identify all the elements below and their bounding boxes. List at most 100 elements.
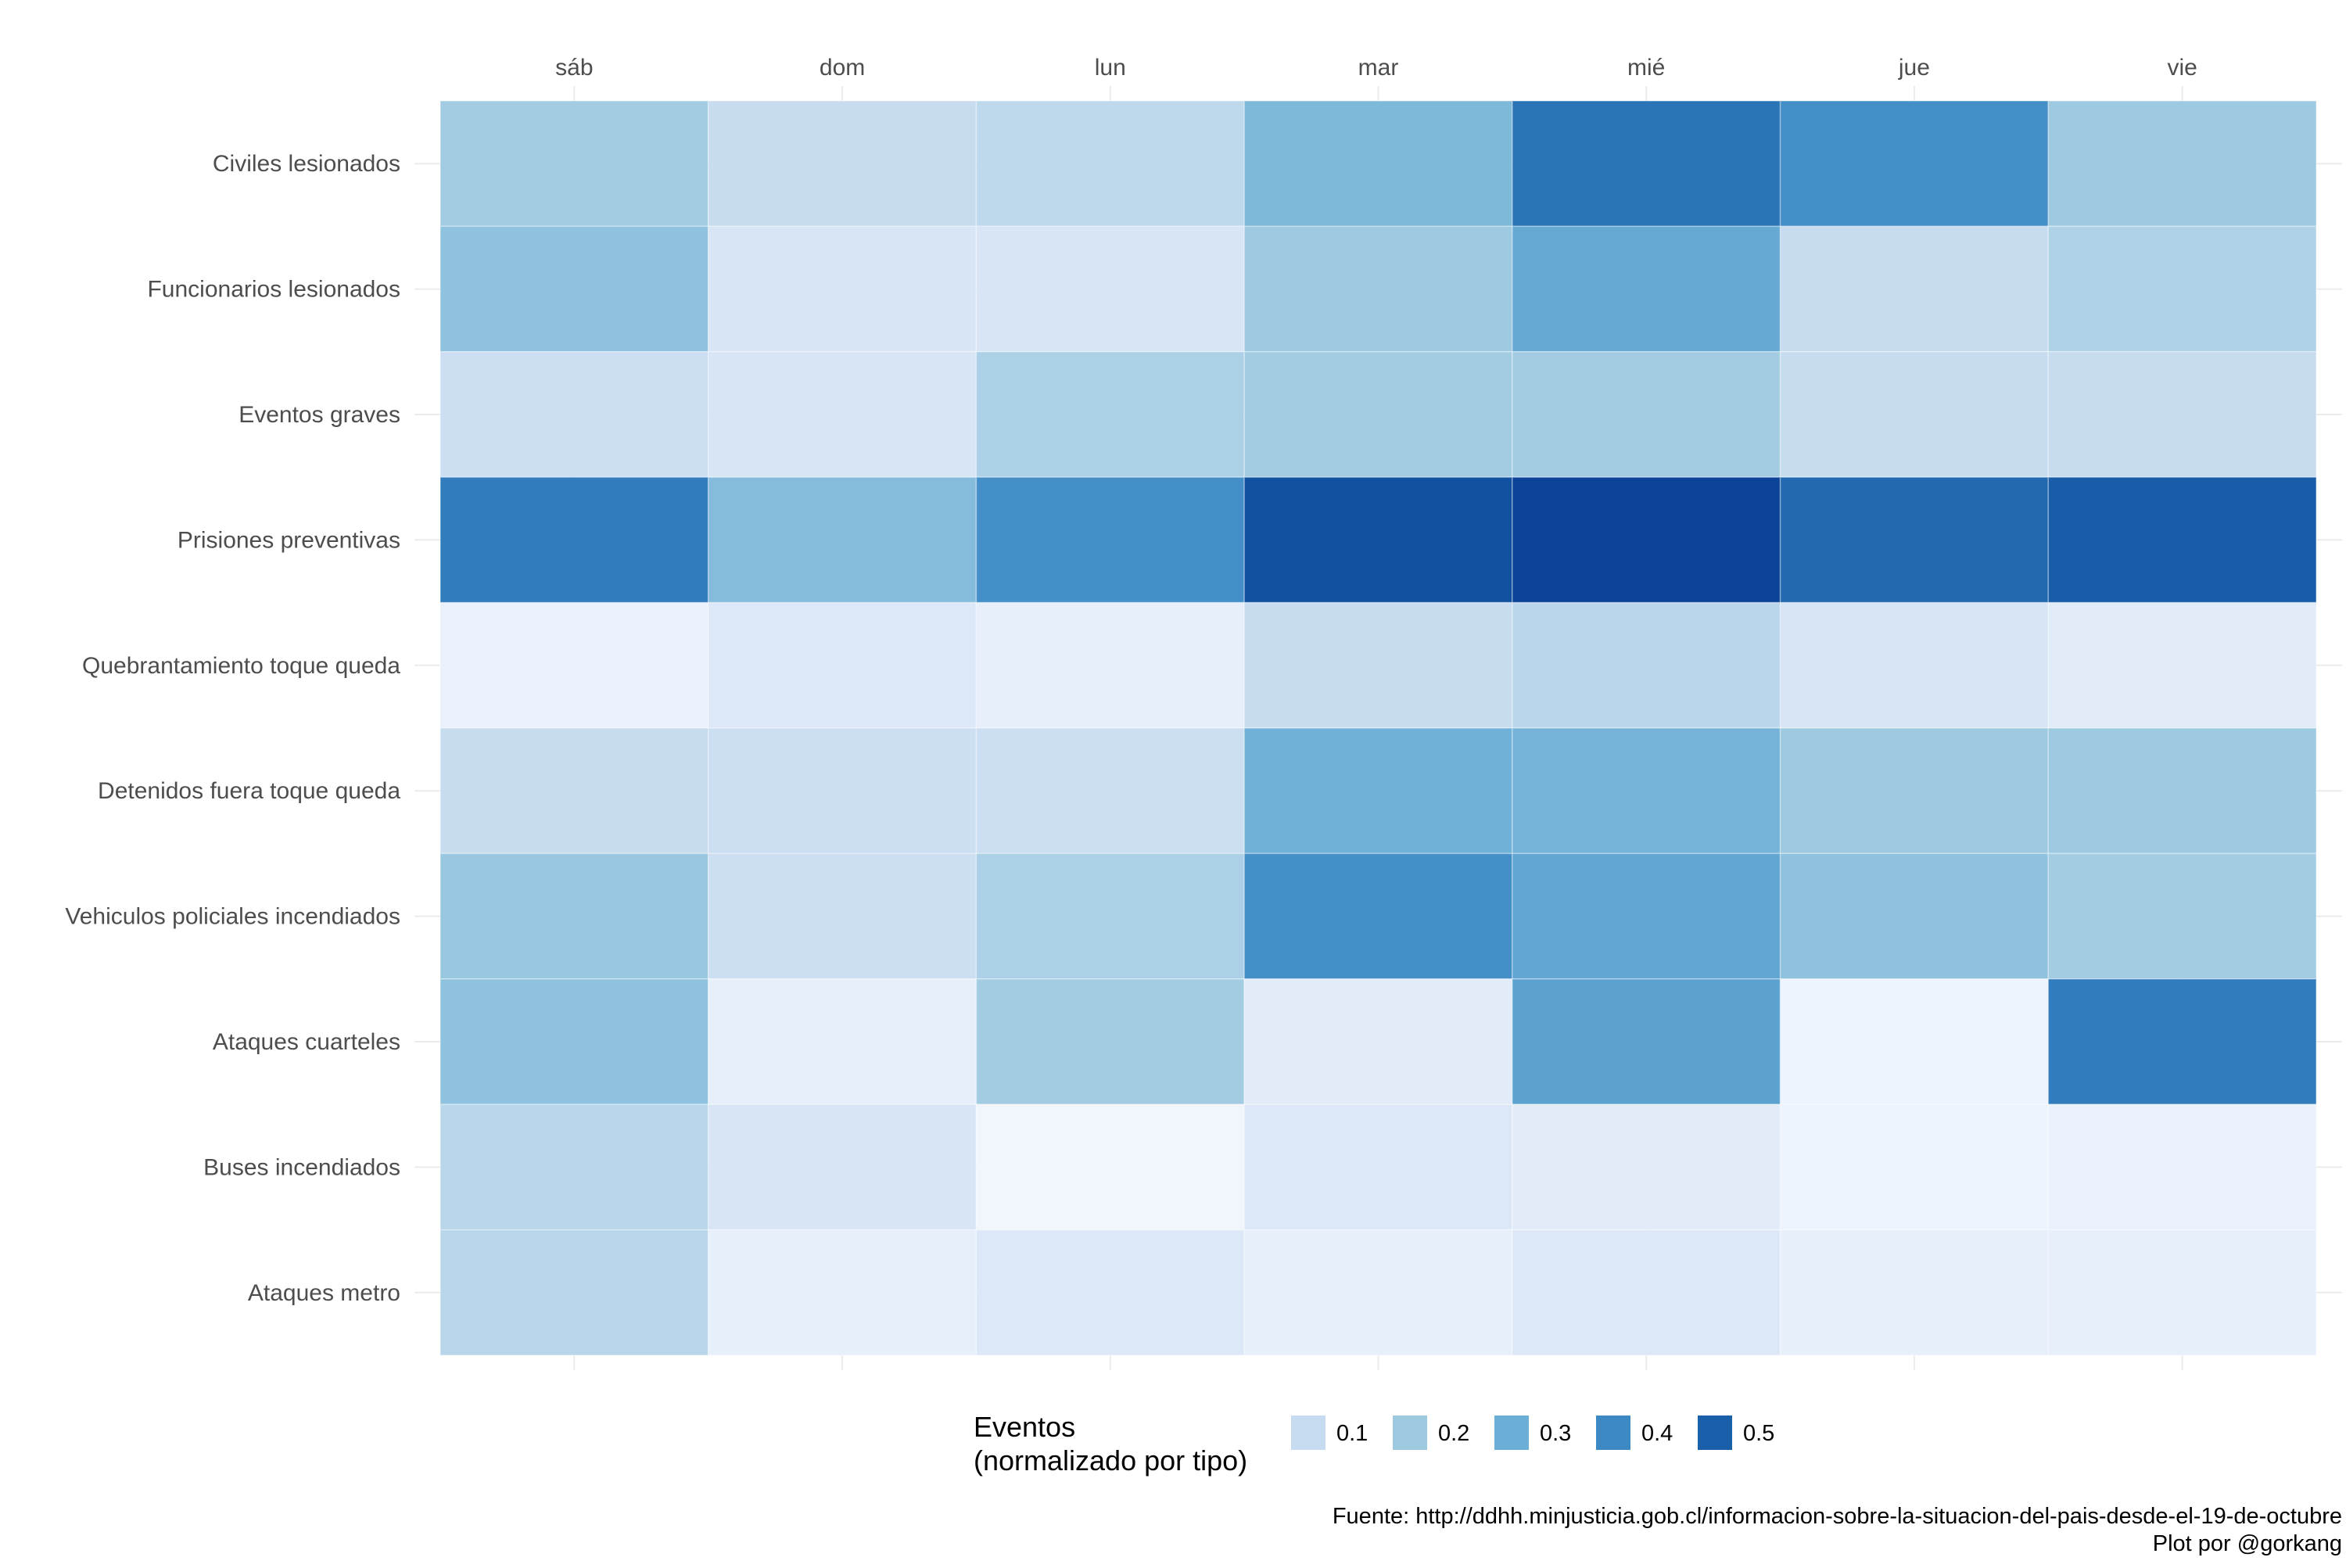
legend-key-0-3	[1494, 1416, 1529, 1450]
heatmap-cell-civiles-lesionados-mar	[1243, 100, 1513, 228]
heatmap-cell-quebrantamiento-toque-queda-lun	[975, 601, 1245, 729]
y-tick-label-detenidos-fuera-toque-queda: Detenidos fuera toque queda	[98, 778, 400, 804]
heatmap-cell-funcionarios-lesionados-sab	[439, 225, 709, 353]
legend: Eventos (normalizado por tipo) 0.1 0.2 0.3…	[974, 1411, 1774, 1477]
x-axis: sáb dom lun mar mié jue vie	[555, 55, 2197, 81]
caption: Fuente: http://ddhh.minjusticia.gob.cl/i…	[1333, 1504, 2342, 1556]
heatmap-cell-buses-incendiados-vie	[2047, 1103, 2317, 1231]
y-tick-label-ataques-metro: Ataques metro	[248, 1280, 400, 1306]
y-tick-label-civiles-lesionados: Civiles lesionados	[213, 151, 400, 177]
heatmap-cell-vehiculos-policiales-incendiados-sab	[439, 852, 709, 980]
heatmap-cell-ataques-metro-sab	[439, 1229, 709, 1356]
heatmap-cell-ataques-metro-mar	[1243, 1229, 1513, 1356]
heatmap-cell-prisiones-preventivas-jue	[1779, 476, 2050, 604]
heatmap-cell-ataques-metro-jue	[1779, 1229, 2050, 1356]
legend-key-0-2	[1393, 1416, 1427, 1450]
heatmap-cell-ataques-cuarteles-dom	[707, 978, 978, 1105]
heatmap-cell-vehiculos-policiales-incendiados-mar	[1243, 852, 1513, 980]
legend-label-0-2: 0.2	[1438, 1421, 1469, 1446]
heatmap-cell-quebrantamiento-toque-queda-dom	[707, 601, 978, 729]
heatmap-cell-prisiones-preventivas-sab	[439, 476, 709, 604]
heatmap-cell-quebrantamiento-toque-queda-jue	[1779, 601, 2050, 729]
heatmap-cell-buses-incendiados-lun	[975, 1103, 1245, 1231]
heatmap-cell-eventos-graves-lun	[975, 351, 1245, 478]
heatmap-cell-quebrantamiento-toque-queda-sab	[439, 601, 709, 729]
x-tick-label-vie: vie	[2167, 55, 2197, 81]
heatmap-cell-civiles-lesionados-dom	[707, 100, 978, 228]
heatmap-cell-detenidos-fuera-toque-queda-lun	[975, 727, 1245, 855]
legend-label-0-4: 0.4	[1641, 1421, 1673, 1446]
heatmap-cell-detenidos-fuera-toque-queda-mie	[1512, 727, 1781, 855]
heatmap-cell-eventos-graves-sab	[439, 351, 709, 478]
heatmap-cell-civiles-lesionados-mie	[1512, 100, 1781, 228]
heatmap-cell-funcionarios-lesionados-mie	[1512, 225, 1781, 353]
heatmap-cell-vehiculos-policiales-incendiados-lun	[975, 852, 1245, 980]
heatmap-cell-ataques-cuarteles-sab	[439, 978, 709, 1105]
legend-key-0-5	[1698, 1416, 1732, 1450]
y-tick-label-buses-incendiados: Buses incendiados	[203, 1154, 400, 1180]
heatmap-cell-funcionarios-lesionados-lun	[975, 225, 1245, 353]
heatmap-cell-ataques-cuarteles-mar	[1243, 978, 1513, 1105]
heatmap-cell-eventos-graves-jue	[1779, 351, 2050, 478]
y-tick-label-ataques-cuarteles: Ataques cuarteles	[213, 1029, 400, 1055]
x-tick-label-lun: lun	[1095, 55, 1126, 81]
heatmap-cell-prisiones-preventivas-lun	[975, 476, 1245, 604]
heatmap-cell-ataques-cuarteles-mie	[1512, 978, 1781, 1105]
y-tick-label-vehiculos-policiales-incendiados: Vehiculos policiales incendiados	[65, 904, 400, 930]
legend-label-0-5: 0.5	[1743, 1421, 1774, 1446]
heatmap-cell-buses-incendiados-jue	[1779, 1103, 2050, 1231]
caption-credit: Plot por @gorkang	[2153, 1531, 2342, 1556]
heatmap-cell-prisiones-preventivas-dom	[707, 476, 978, 604]
heatmap-cell-buses-incendiados-mar	[1243, 1103, 1513, 1231]
heatmap-cell-detenidos-fuera-toque-queda-mar	[1243, 727, 1513, 855]
heatmap-cell-quebrantamiento-toque-queda-mar	[1243, 601, 1513, 729]
legend-key-0-4	[1596, 1416, 1630, 1450]
y-tick-label-funcionarios-lesionados: Funcionarios lesionados	[147, 277, 400, 303]
heatmap-cell-buses-incendiados-dom	[707, 1103, 978, 1231]
heatmap-cell-detenidos-fuera-toque-queda-vie	[2047, 727, 2317, 855]
x-tick-label-sab: sáb	[555, 55, 593, 81]
heatmap-cell-eventos-graves-mie	[1512, 351, 1781, 478]
heatmap-cell-quebrantamiento-toque-queda-vie	[2047, 601, 2317, 729]
heatmap-cell-prisiones-preventivas-mar	[1243, 476, 1513, 604]
heatmap-cell-prisiones-preventivas-mie	[1512, 476, 1781, 604]
heatmap-cells	[439, 100, 2317, 1356]
heatmap-cell-civiles-lesionados-lun	[975, 100, 1245, 228]
heatmap-cell-ataques-metro-dom	[707, 1229, 978, 1356]
heatmap-cell-civiles-lesionados-sab	[439, 100, 709, 228]
legend-key-0-1	[1291, 1416, 1325, 1450]
heatmap-cell-ataques-metro-lun	[975, 1229, 1245, 1356]
x-tick-label-mie: mié	[1627, 55, 1665, 81]
heatmap-cell-ataques-metro-vie	[2047, 1229, 2317, 1356]
legend-label-0-1: 0.1	[1336, 1421, 1368, 1446]
y-tick-label-prisiones-preventivas: Prisiones preventivas	[178, 527, 400, 553]
heatmap-cell-detenidos-fuera-toque-queda-sab	[439, 727, 709, 855]
heatmap-cell-vehiculos-policiales-incendiados-mie	[1512, 852, 1781, 980]
heatmap-cell-vehiculos-policiales-incendiados-jue	[1779, 852, 2050, 980]
heatmap-cell-eventos-graves-vie	[2047, 351, 2317, 478]
heatmap-cell-funcionarios-lesionados-vie	[2047, 225, 2317, 353]
heatmap-cell-ataques-cuarteles-vie	[2047, 978, 2317, 1105]
y-axis: Civiles lesionados Funcionarios lesionado…	[65, 151, 400, 1306]
legend-title-line1: Eventos	[974, 1411, 1075, 1443]
heatmap-cell-buses-incendiados-sab	[439, 1103, 709, 1231]
heatmap-cell-prisiones-preventivas-vie	[2047, 476, 2317, 604]
heatmap-cell-ataques-metro-mie	[1512, 1229, 1781, 1356]
heatmap-cell-vehiculos-policiales-incendiados-dom	[707, 852, 978, 980]
caption-source: Fuente: http://ddhh.minjusticia.gob.cl/i…	[1333, 1504, 2342, 1529]
legend-items: 0.1 0.2 0.3 0.4 0.5	[1291, 1416, 1774, 1450]
heatmap-cell-civiles-lesionados-vie	[2047, 100, 2317, 228]
heatmap-cell-eventos-graves-mar	[1243, 351, 1513, 478]
y-tick-label-quebrantamiento-toque-queda: Quebrantamiento toque queda	[82, 653, 400, 679]
heatmap-cell-vehiculos-policiales-incendiados-vie	[2047, 852, 2317, 980]
heatmap-cell-civiles-lesionados-jue	[1779, 100, 2050, 228]
heatmap-cell-funcionarios-lesionados-dom	[707, 225, 978, 353]
heatmap-cell-eventos-graves-dom	[707, 351, 978, 478]
heatmap-cell-ataques-cuarteles-lun	[975, 978, 1245, 1105]
heatmap-cell-funcionarios-lesionados-mar	[1243, 225, 1513, 353]
heatmap-cell-funcionarios-lesionados-jue	[1779, 225, 2050, 353]
legend-label-0-3: 0.3	[1540, 1421, 1571, 1446]
heatmap-cell-quebrantamiento-toque-queda-mie	[1512, 601, 1781, 729]
